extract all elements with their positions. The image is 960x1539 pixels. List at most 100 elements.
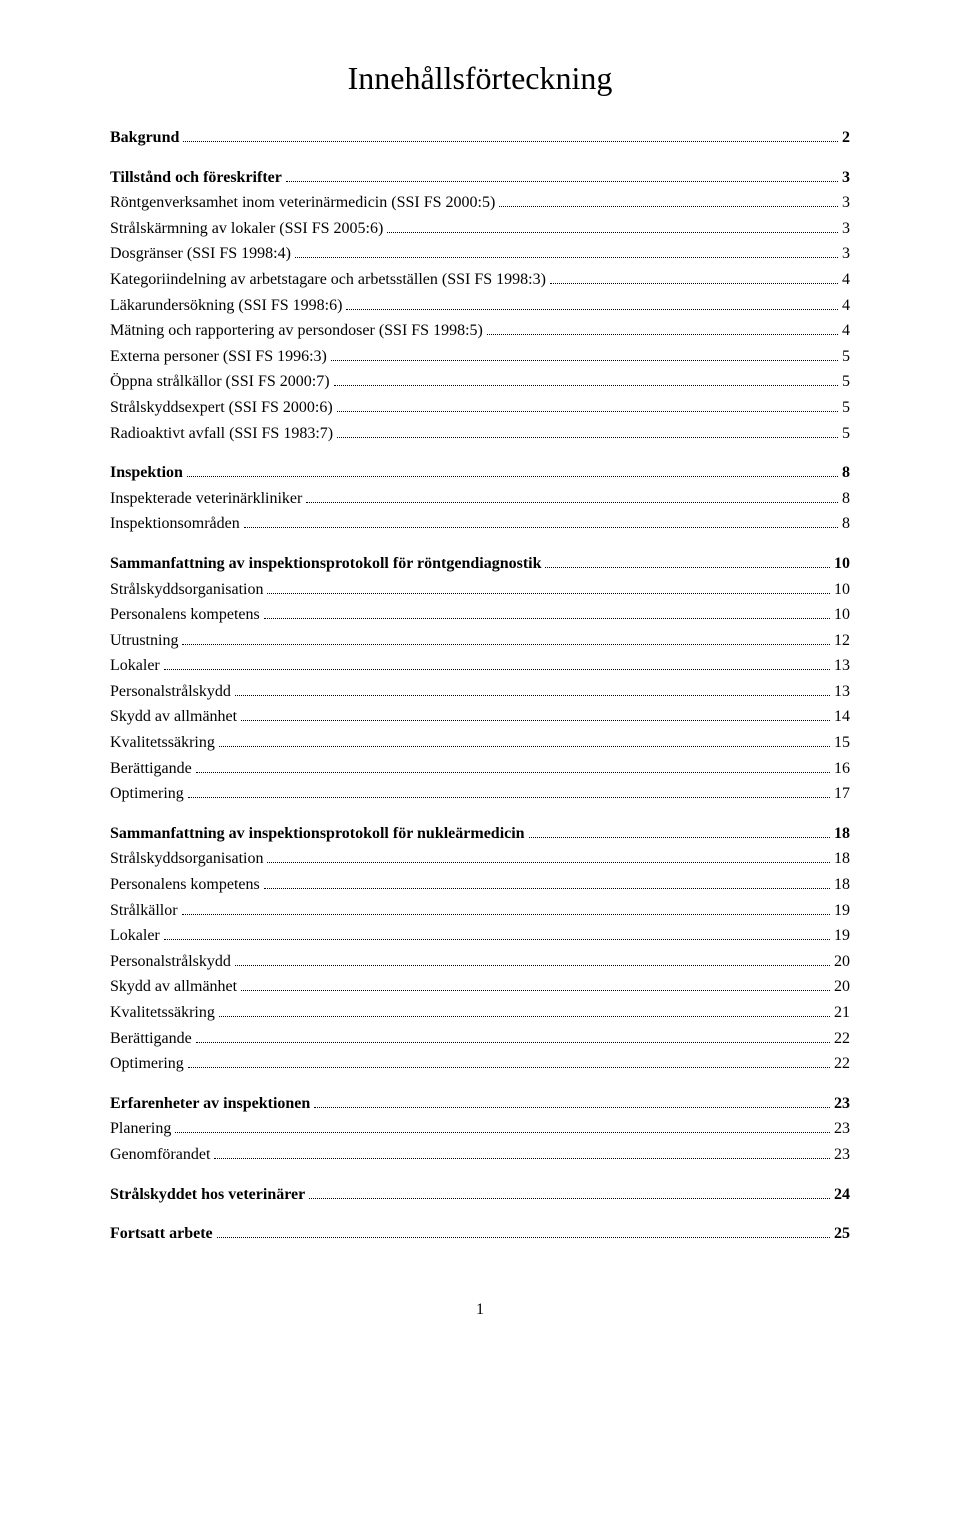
- toc-entry-page: 21: [834, 1000, 850, 1026]
- toc-entry-page: 23: [834, 1116, 850, 1142]
- toc-entry-label: Inspektion: [110, 460, 183, 486]
- toc-leader-dots: [309, 1198, 830, 1199]
- toc-entry: Personalstrålskydd 20: [110, 949, 850, 975]
- toc-leader-dots: [175, 1132, 830, 1133]
- toc-leader-dots: [219, 746, 830, 747]
- toc-entry-label: Strålkällor: [110, 898, 178, 924]
- toc-entry: Inspekterade veterinärkliniker8: [110, 486, 850, 512]
- toc-leader-dots: [306, 502, 838, 503]
- toc-entry-page: 19: [834, 923, 850, 949]
- toc-entry: Lokaler 19: [110, 923, 850, 949]
- toc-entry-label: Berättigande: [110, 1026, 192, 1052]
- toc-entry-label: Externa personer (SSI FS 1996:3): [110, 344, 327, 370]
- toc-entry-label: Personalstrålskydd: [110, 949, 231, 975]
- toc-entry-label: Utrustning: [110, 628, 178, 654]
- toc-entry: Strålskyddsexpert (SSI FS 2000:6)5: [110, 395, 850, 421]
- toc-entry-label: Kvalitetssäkring: [110, 730, 215, 756]
- toc-entry-page: 3: [842, 216, 850, 242]
- toc-entry-label: Fortsatt arbete: [110, 1221, 213, 1247]
- toc-entry-label: Mätning och rapportering av persondoser …: [110, 318, 483, 344]
- toc-entry: Planering 23: [110, 1116, 850, 1142]
- toc-leader-dots: [187, 476, 838, 477]
- toc-entry-page: 12: [834, 628, 850, 654]
- toc-gap: [110, 1077, 850, 1091]
- toc-entry-label: Röntgenverksamhet inom veterinärmedicin …: [110, 190, 495, 216]
- toc-entry-page: 23: [834, 1142, 850, 1168]
- toc-entry-page: 18: [834, 872, 850, 898]
- toc-leader-dots: [188, 797, 830, 798]
- toc-entry-label: Strålskärmning av lokaler (SSI FS 2005:6…: [110, 216, 383, 242]
- toc-entry: Personalens kompetens10: [110, 602, 850, 628]
- toc-leader-dots: [337, 437, 838, 438]
- toc-entry: Radioaktivt avfall (SSI FS 1983:7)5: [110, 421, 850, 447]
- toc-entry-page: 18: [834, 846, 850, 872]
- toc-entry-label: Sammanfattning av inspektionsprotokoll f…: [110, 821, 525, 847]
- toc-entry-page: 18: [834, 821, 850, 847]
- toc-entry-label: Lokaler: [110, 923, 160, 949]
- toc-entry-label: Planering: [110, 1116, 171, 1142]
- toc-entry: Berättigande 16: [110, 756, 850, 782]
- toc-leader-dots: [286, 181, 838, 182]
- toc-entry-page: 5: [842, 421, 850, 447]
- toc-entry-label: Erfarenheter av inspektionen: [110, 1091, 310, 1117]
- toc-leader-dots: [295, 257, 838, 258]
- toc-entry-label: Personalstrålskydd: [110, 679, 231, 705]
- toc-entry: Personalens kompetens18: [110, 872, 850, 898]
- toc-entry-label: Optimering: [110, 781, 184, 807]
- toc-entry-page: 25: [834, 1221, 850, 1247]
- toc-leader-dots: [346, 309, 838, 310]
- toc-gap: [110, 807, 850, 821]
- toc-entry-page: 10: [834, 577, 850, 603]
- toc-entry-label: Läkarundersökning (SSI FS 1998:6): [110, 293, 342, 319]
- toc-leader-dots: [241, 990, 830, 991]
- toc-entry: Genomförandet 23: [110, 1142, 850, 1168]
- toc-leader-dots: [387, 232, 838, 233]
- toc-entry-page: 20: [834, 949, 850, 975]
- toc-leader-dots: [235, 695, 830, 696]
- toc-entry-page: 16: [834, 756, 850, 782]
- toc-entry: Kvalitetssäkring15: [110, 730, 850, 756]
- toc-leader-dots: [550, 283, 838, 284]
- toc-entry-label: Kvalitetssäkring: [110, 1000, 215, 1026]
- toc-leader-dots: [182, 644, 830, 645]
- footer-page-number: 1: [110, 1301, 850, 1319]
- toc-entry: Strålskärmning av lokaler (SSI FS 2005:6…: [110, 216, 850, 242]
- toc-entry-page: 22: [834, 1051, 850, 1077]
- toc-entry: Utrustning 12: [110, 628, 850, 654]
- toc-leader-dots: [217, 1237, 830, 1238]
- toc-gap: [110, 537, 850, 551]
- toc-entry-page: 23: [834, 1091, 850, 1117]
- toc-entry-label: Inspekterade veterinärkliniker: [110, 486, 302, 512]
- toc-entry-label: Strålskyddet hos veterinärer: [110, 1182, 305, 1208]
- toc-entry-label: Sammanfattning av inspektionsprotokoll f…: [110, 551, 541, 577]
- toc-leader-dots: [267, 593, 830, 594]
- toc-entry-page: 3: [842, 165, 850, 191]
- toc-entry: Erfarenheter av inspektionen 23: [110, 1091, 850, 1117]
- toc-leader-dots: [241, 720, 830, 721]
- toc-entry-label: Berättigande: [110, 756, 192, 782]
- toc-entry-page: 22: [834, 1026, 850, 1052]
- toc-entry-page: 2: [842, 125, 850, 151]
- toc-entry-label: Öppna strålkällor (SSI FS 2000:7): [110, 369, 330, 395]
- toc-entry-label: Dosgränser (SSI FS 1998:4): [110, 241, 291, 267]
- toc-entry-label: Genomförandet: [110, 1142, 210, 1168]
- toc-entry-label: Skydd av allmänhet: [110, 974, 237, 1000]
- toc-entry: Tillstånd och föreskrifter3: [110, 165, 850, 191]
- toc-entry-page: 5: [842, 344, 850, 370]
- toc-entry: Berättigande 22: [110, 1026, 850, 1052]
- toc-leader-dots: [196, 1042, 830, 1043]
- toc-entry: Bakgrund2: [110, 125, 850, 151]
- toc-leader-dots: [214, 1158, 830, 1159]
- toc-entry-page: 4: [842, 318, 850, 344]
- toc-entry: Sammanfattning av inspektionsprotokoll f…: [110, 551, 850, 577]
- toc-leader-dots: [264, 618, 830, 619]
- toc-entry-page: 13: [834, 653, 850, 679]
- toc-entry-label: Personalens kompetens: [110, 602, 260, 628]
- toc-entry-label: Strålskyddsexpert (SSI FS 2000:6): [110, 395, 333, 421]
- toc-leader-dots: [487, 334, 838, 335]
- toc-entry: Skydd av allmänhet 20: [110, 974, 850, 1000]
- toc-entry-page: 20: [834, 974, 850, 1000]
- toc-entry: Röntgenverksamhet inom veterinärmedicin …: [110, 190, 850, 216]
- toc-entry: Strålskyddsorganisation18: [110, 846, 850, 872]
- toc-entry: Öppna strålkällor (SSI FS 2000:7)5: [110, 369, 850, 395]
